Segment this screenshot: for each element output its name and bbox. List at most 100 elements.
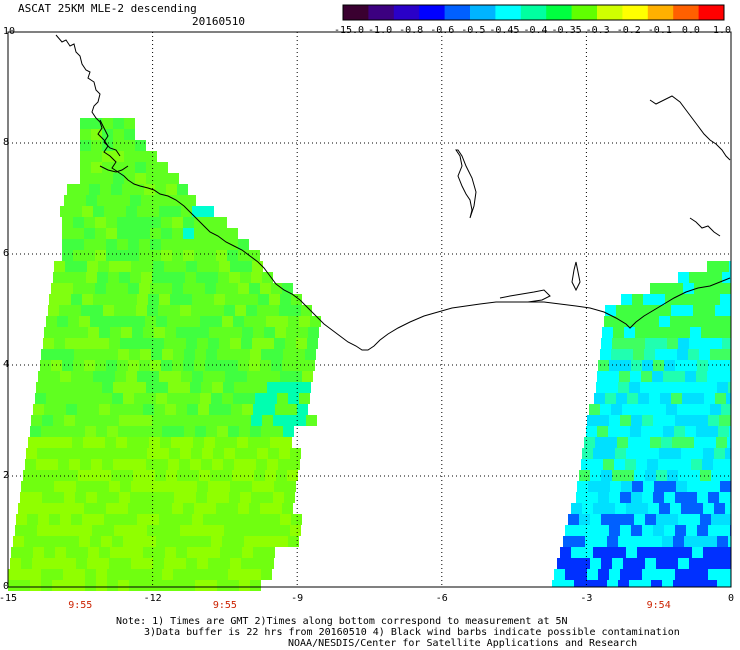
swath-cell [141,492,152,503]
colorbar-label: -15.0 [333,25,365,36]
swath-cell [93,514,104,525]
swath-cell [19,569,30,580]
swath-cell [36,382,47,393]
swath-cell [139,217,150,228]
swath-cell [58,459,69,470]
swath-cell [177,184,188,195]
swath-cell [650,437,661,448]
swath-cell [219,558,230,569]
swath-cell [190,459,201,470]
swath-cell [641,426,652,437]
swath-cell [140,580,151,591]
swath-cell [565,569,576,580]
swath-cell [659,316,670,327]
swath-cell [249,503,260,514]
swath-cell [662,580,673,587]
swath-cell [101,536,112,547]
swath-cell [84,360,95,371]
swath-cell [42,492,53,503]
swath-cell [95,503,106,514]
swath-cell [219,338,230,349]
swath-cell [305,349,316,360]
swath-cell [220,547,231,558]
swath-cell [131,481,142,492]
swath-cell [663,371,674,382]
swath-cell [258,294,269,305]
swath-cell [634,514,645,525]
swath-cell [282,283,293,294]
swath-cell [223,382,234,393]
swath-cell [169,525,180,536]
swath-cell [125,305,136,316]
swath-cell [41,569,52,580]
swath-cell [237,437,248,448]
swath-cell [145,536,156,547]
swath-cell [214,514,225,525]
swath-cell [720,481,731,492]
swath-cell [35,536,46,547]
swath-cell [167,316,178,327]
swath-cell [673,580,684,587]
swath-cell [257,525,268,536]
swath-cell [117,239,128,250]
swath-cell [576,492,587,503]
swath-cell [37,525,48,536]
swath-cell [141,272,152,283]
swath-cell [224,525,235,536]
swath-cell [210,470,221,481]
swath-cell [684,580,695,587]
swath-cell [169,448,180,459]
swath-cell [255,393,266,404]
swath-cell [151,349,162,360]
swath-cell [169,305,180,316]
colorbar-label: -0.2 [616,25,641,36]
swath-cell [158,525,169,536]
swath-cell [571,503,582,514]
swath-cell [242,404,253,415]
swath-cell [629,580,640,587]
swath-cell [271,503,282,514]
swath-cell [150,228,161,239]
swath-cell [208,558,219,569]
swath-cell [173,580,184,591]
swath-cell [160,437,171,448]
swath-cell [252,481,263,492]
swath-cell [58,382,69,393]
swath-cell [642,492,653,503]
swath-cell [719,492,730,503]
swath-cell [101,316,112,327]
swath-cell [686,525,697,536]
swath-cell [299,393,310,404]
swath-cell [100,184,111,195]
swath-cell [718,261,729,272]
swath-cell [183,239,194,250]
swath-cell [194,360,205,371]
swath-cell [635,327,646,338]
swath-cell [124,162,135,173]
swath-cell [206,426,217,437]
swath-cell [646,327,657,338]
swath-cell [640,536,651,547]
swath-cell [113,140,124,151]
swath-cell [55,547,66,558]
swath-cell [41,580,52,591]
swath-cell [90,393,101,404]
swath-cell [686,569,697,580]
swath-cell [554,569,565,580]
swath-cell [44,547,55,558]
swath-cell [593,547,604,558]
swath-cell [123,316,134,327]
swath-cell [206,349,217,360]
swath-cell [67,184,78,195]
swath-cell [121,404,132,415]
swath-cell [153,558,164,569]
swath-cell [664,569,675,580]
colorbar-swatch [495,5,522,20]
swath-cell [710,349,721,360]
swath-cell [150,283,161,294]
swath-cell [62,250,73,261]
swath-cell [30,580,41,591]
swath-cell [152,415,163,426]
swath-cell [666,349,677,360]
swath-cell [672,283,683,294]
